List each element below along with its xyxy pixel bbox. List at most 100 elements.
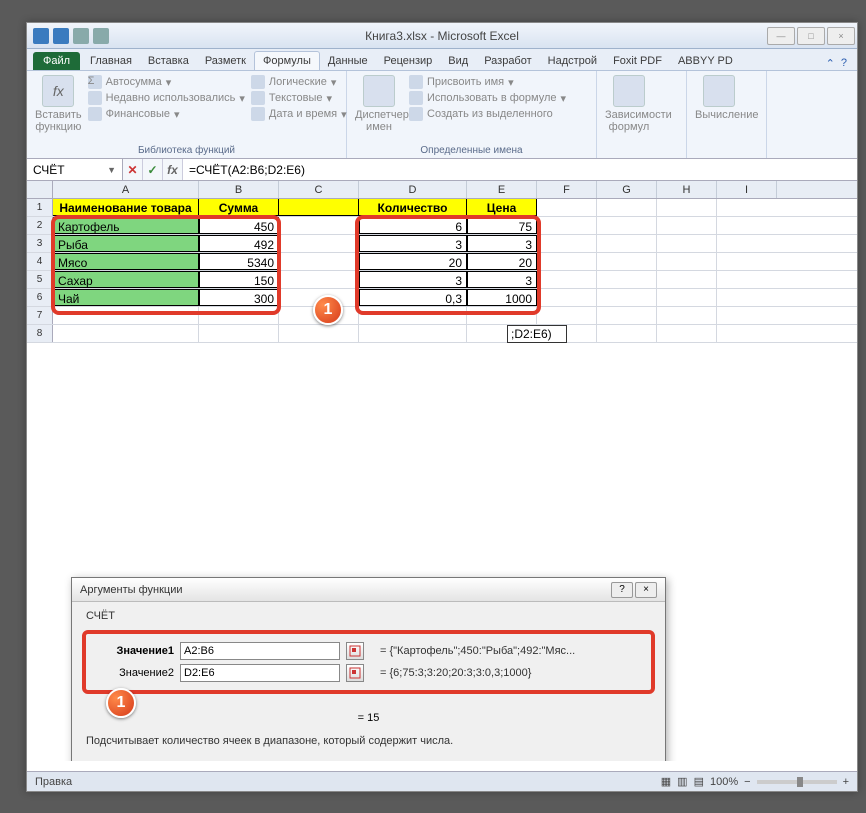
arg2-ref-button[interactable] <box>346 664 364 682</box>
cell-E2[interactable]: 75 <box>467 217 537 234</box>
row-header-5[interactable]: 5 <box>27 271 53 288</box>
date-button[interactable]: Дата и время ▾ <box>251 107 347 121</box>
view-layout-icon[interactable]: ▥ <box>677 775 687 788</box>
use-in-formula-button[interactable]: Использовать в формуле ▾ <box>409 91 566 105</box>
select-all-corner[interactable] <box>27 181 53 198</box>
arg1-ref-button[interactable] <box>346 642 364 660</box>
col-header-A[interactable]: A <box>53 181 199 198</box>
row-header-3[interactable]: 3 <box>27 235 53 252</box>
col-header-F[interactable]: F <box>537 181 597 198</box>
cell-C1[interactable] <box>279 199 359 216</box>
arg2-input[interactable] <box>180 664 340 682</box>
recent-button[interactable]: Недавно использовались ▾ <box>88 91 245 105</box>
col-header-C[interactable]: C <box>279 181 359 198</box>
cell-B4[interactable]: 5340 <box>199 253 279 270</box>
row-header-1[interactable]: 1 <box>27 199 53 216</box>
tab-foxit[interactable]: Foxit PDF <box>605 52 670 70</box>
undo-icon[interactable] <box>73 28 89 44</box>
col-header-E[interactable]: E <box>467 181 537 198</box>
cell-A5[interactable]: Сахар <box>53 271 199 288</box>
zoom-out-button[interactable]: − <box>744 776 750 788</box>
cell-A3[interactable]: Рыба <box>53 235 199 252</box>
cell-A1[interactable]: Наименование товара <box>53 199 199 216</box>
cell-E5[interactable]: 3 <box>467 271 537 288</box>
financial-button[interactable]: Финансовые ▾ <box>88 107 245 121</box>
logical-button[interactable]: Логические ▾ <box>251 75 347 89</box>
text-button[interactable]: Текстовые ▾ <box>251 91 347 105</box>
tab-insert[interactable]: Вставка <box>140 52 197 70</box>
editing-cell-E8[interactable]: ;D2:E6) <box>507 325 567 343</box>
cell-D3[interactable]: 3 <box>359 235 467 252</box>
row-header-6[interactable]: 6 <box>27 289 53 306</box>
cell-C4[interactable] <box>279 253 359 270</box>
col-header-I[interactable]: I <box>717 181 777 198</box>
arg1-input[interactable] <box>180 642 340 660</box>
save-icon[interactable] <box>53 28 69 44</box>
cell-A4[interactable]: Мясо <box>53 253 199 270</box>
cell-D4[interactable]: 20 <box>359 253 467 270</box>
tab-addins[interactable]: Надстрой <box>540 52 605 70</box>
close-button[interactable]: × <box>827 27 855 45</box>
tab-home[interactable]: Главная <box>82 52 140 70</box>
name-manager-button[interactable]: Диспетчер имен <box>355 75 403 143</box>
insert-function-button[interactable]: fx Вставить функцию <box>35 75 82 143</box>
cell-B2[interactable]: 450 <box>199 217 279 234</box>
cell-A6[interactable]: Чай <box>53 289 199 306</box>
tab-formulas[interactable]: Формулы <box>254 51 320 70</box>
col-header-B[interactable]: B <box>199 181 279 198</box>
tab-data[interactable]: Данные <box>320 52 376 70</box>
zoom-slider[interactable] <box>757 780 837 784</box>
cell-C2[interactable] <box>279 217 359 234</box>
cancel-formula-button[interactable]: ✕ <box>123 159 143 180</box>
row-header-2[interactable]: 2 <box>27 217 53 234</box>
cell-E6[interactable]: 1000 <box>467 289 537 306</box>
formula-deps-button[interactable]: Зависимости формул <box>605 75 653 156</box>
cell-E4[interactable]: 20 <box>467 253 537 270</box>
cell-B6[interactable]: 300 <box>199 289 279 306</box>
view-normal-icon[interactable]: ▦ <box>661 775 671 788</box>
zoom-in-button[interactable]: + <box>843 776 849 788</box>
cell-E3[interactable]: 3 <box>467 235 537 252</box>
cell-B1[interactable]: Сумма <box>199 199 279 216</box>
help-icon[interactable]: ? <box>841 57 847 70</box>
cell-A2[interactable]: Картофель <box>53 217 199 234</box>
name-box[interactable]: СЧЁТ▼ <box>27 159 123 180</box>
formula-input[interactable]: =СЧЁТ(A2:B6;D2:E6) <box>183 159 857 180</box>
cell-D1[interactable]: Количество <box>359 199 467 216</box>
row-header-7[interactable]: 7 <box>27 307 53 324</box>
cell-B5[interactable]: 150 <box>199 271 279 288</box>
dialog-help-button[interactable]: ? <box>611 582 633 598</box>
row-header-8[interactable]: 8 <box>27 325 53 342</box>
calculation-button[interactable]: Вычисление <box>695 75 743 156</box>
create-from-button[interactable]: Создать из выделенного <box>409 107 566 121</box>
cell-B3[interactable]: 492 <box>199 235 279 252</box>
fx-button[interactable]: fx <box>163 159 183 180</box>
cell-D2[interactable]: 6 <box>359 217 467 234</box>
tab-layout[interactable]: Разметк <box>197 52 254 70</box>
cell-C5[interactable] <box>279 271 359 288</box>
autosum-button[interactable]: ΣАвтосумма ▾ <box>88 75 245 89</box>
accept-formula-button[interactable]: ✓ <box>143 159 163 180</box>
minimize-ribbon-icon[interactable]: ⌃ <box>826 57 835 70</box>
dialog-titlebar[interactable]: Аргументы функции ? × <box>72 578 665 602</box>
dialog-close-button[interactable]: × <box>635 582 657 598</box>
tab-abbyy[interactable]: ABBYY PD <box>670 52 741 70</box>
maximize-button[interactable]: □ <box>797 27 825 45</box>
tab-view[interactable]: Вид <box>440 52 476 70</box>
minimize-button[interactable]: — <box>767 27 795 45</box>
cell-C3[interactable] <box>279 235 359 252</box>
assign-name-button[interactable]: Присвоить имя ▾ <box>409 75 566 89</box>
tab-review[interactable]: Рецензир <box>376 52 441 70</box>
col-header-G[interactable]: G <box>597 181 657 198</box>
cell-D6[interactable]: 0,3 <box>359 289 467 306</box>
cell-E1[interactable]: Цена <box>467 199 537 216</box>
col-header-D[interactable]: D <box>359 181 467 198</box>
dropdown-icon[interactable]: ▼ <box>107 165 116 175</box>
file-tab[interactable]: Файл <box>33 52 80 70</box>
tab-developer[interactable]: Разработ <box>476 52 539 70</box>
col-header-H[interactable]: H <box>657 181 717 198</box>
row-header-4[interactable]: 4 <box>27 253 53 270</box>
cell-D5[interactable]: 3 <box>359 271 467 288</box>
redo-icon[interactable] <box>93 28 109 44</box>
view-pagebreak-icon[interactable]: ▤ <box>694 775 704 788</box>
